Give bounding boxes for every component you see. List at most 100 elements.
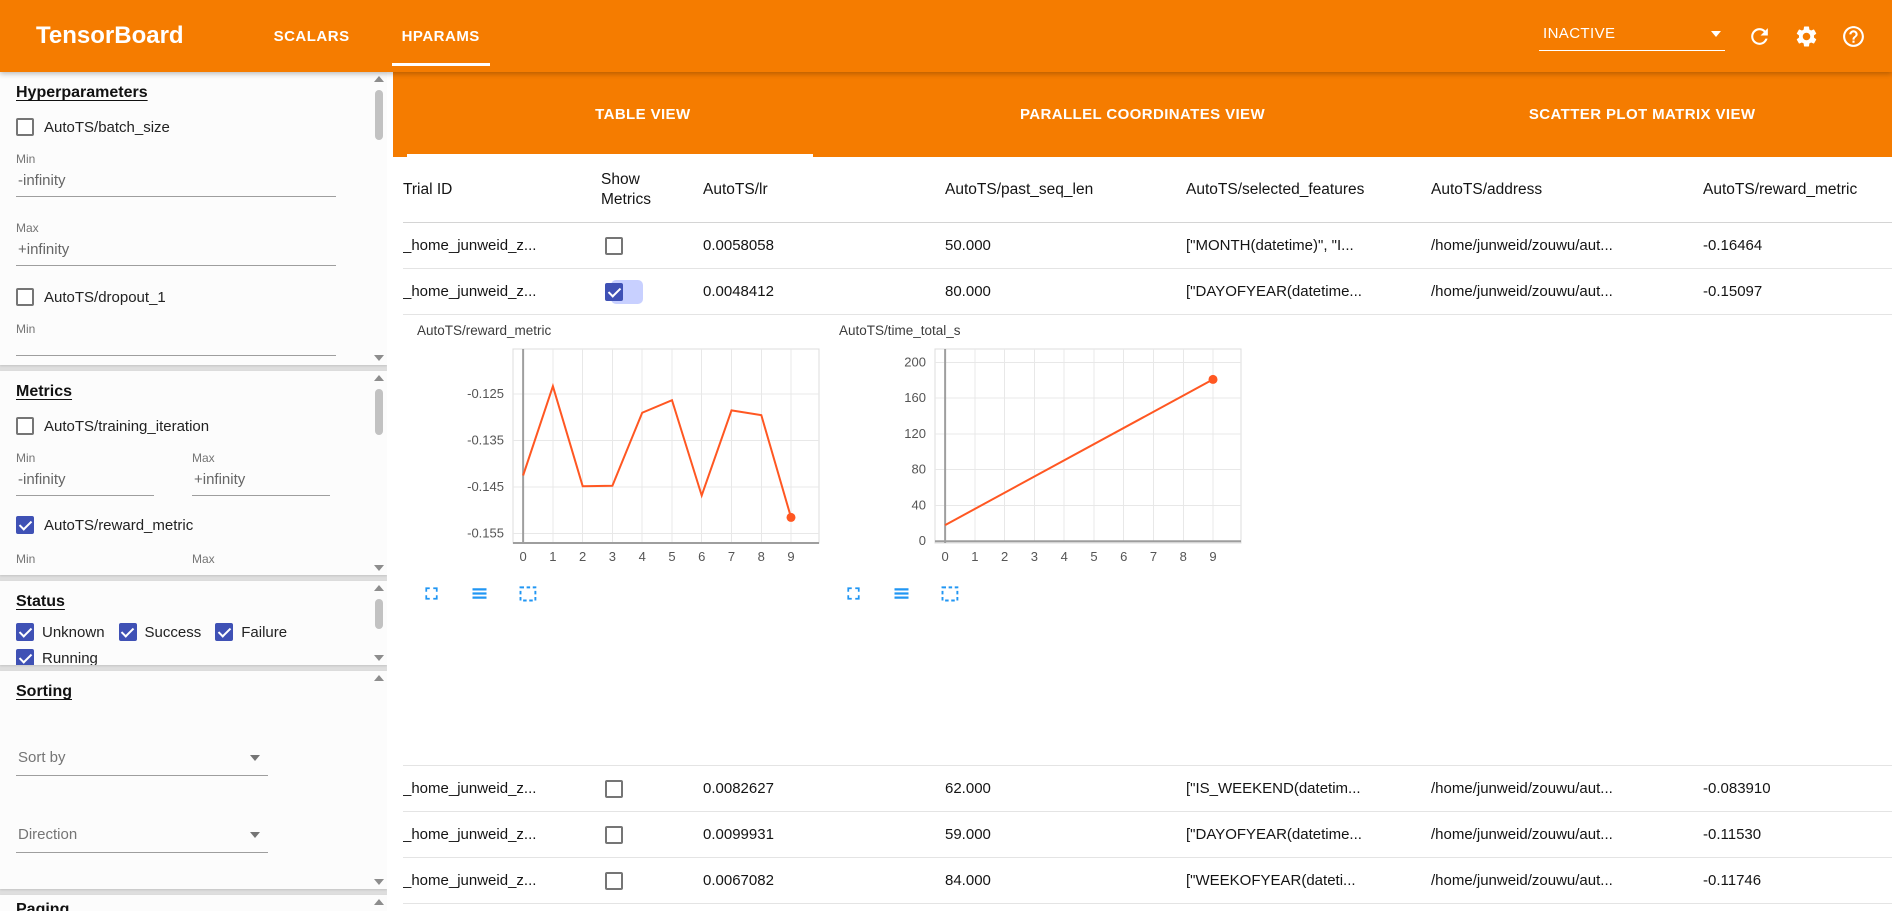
min-input[interactable]	[16, 336, 336, 356]
scrollbar[interactable]	[373, 673, 385, 887]
runs-status-selector[interactable]: INACTIVE	[1539, 21, 1725, 51]
status-heading: Status	[16, 593, 65, 610]
max-input[interactable]: +infinity	[16, 235, 336, 266]
show-metrics-checkbox[interactable]	[605, 282, 623, 301]
training-iteration-checkbox[interactable]	[16, 417, 34, 435]
col-address: AutoTS/address	[1431, 180, 1543, 198]
unknown-checkbox[interactable]	[16, 623, 34, 641]
status-item-unknown[interactable]: Unknown	[16, 623, 105, 641]
scroll-down-icon[interactable]	[374, 879, 384, 885]
col-selected-features: AutoTS/selected_features	[1186, 180, 1365, 198]
svg-text:200: 200	[904, 354, 926, 369]
svg-text:0: 0	[919, 533, 926, 548]
scroll-up-icon[interactable]	[374, 76, 384, 82]
status-item-running[interactable]: Running	[16, 649, 98, 665]
show-metrics-checkbox[interactable]	[605, 871, 623, 890]
min-input[interactable]	[16, 566, 154, 575]
tab-scatter-plot-matrix-view[interactable]: SCATTER PLOT MATRIX VIEW	[1528, 106, 1756, 123]
col-trial-id: Trial ID	[403, 180, 453, 198]
chart-data-table-button[interactable]	[469, 583, 490, 604]
scrollbar-thumb[interactable]	[375, 599, 383, 629]
trial-id-cell: _home_junweid_z...	[403, 237, 537, 254]
paging-heading: Paging	[16, 901, 70, 911]
help-button[interactable]	[1841, 24, 1866, 49]
running-checkbox[interactable]	[16, 649, 34, 665]
show-metrics-checkbox[interactable]	[605, 236, 623, 255]
time-total-line-chart[interactable]: 0 40 80 120 160 200 0 1 2 3 4 5 6 7 8 9	[839, 341, 1243, 569]
scroll-up-icon[interactable]	[374, 899, 384, 905]
gear-icon	[1796, 26, 1817, 46]
hparam-item-batch-size[interactable]: AutoTS/batch_size	[16, 116, 357, 138]
scroll-up-icon[interactable]	[374, 375, 384, 381]
failure-checkbox[interactable]	[215, 623, 234, 641]
trials-table: Trial ID Show Metrics AutoTS/lr AutoTS/p…	[403, 157, 1892, 904]
success-checkbox[interactable]	[118, 623, 137, 641]
batch-size-checkbox[interactable]	[16, 118, 34, 136]
tab-table-view[interactable]: TABLE VIEW	[393, 72, 893, 157]
scroll-down-icon[interactable]	[374, 565, 384, 571]
table-row: _home_junweid_z... 0.0067082 84.000 ["WE…	[403, 858, 1892, 904]
svg-text:6: 6	[1120, 549, 1127, 564]
reward-metric-line-chart[interactable]: -0.125 -0.135 -0.145 -0.155 0 1 2 3 4 5 6 7 8 9	[417, 341, 821, 569]
reward-metric-checkbox[interactable]	[16, 516, 34, 534]
svg-text:3: 3	[609, 549, 616, 564]
scrollbar-thumb[interactable]	[375, 389, 383, 435]
svg-text:9: 9	[787, 549, 794, 564]
dropout-1-checkbox[interactable]	[16, 288, 34, 306]
min-input[interactable]: -infinity	[16, 166, 336, 197]
max-input[interactable]	[192, 566, 330, 575]
chart-data-table-button[interactable]	[891, 583, 912, 604]
toolbar-actions: INACTIVE	[1539, 21, 1866, 51]
metrics-heading: Metrics	[16, 383, 73, 400]
zoom-box-icon	[519, 586, 537, 602]
scroll-down-icon[interactable]	[374, 355, 384, 361]
expand-chart-button[interactable]	[843, 583, 864, 604]
direction-label: Direction	[18, 826, 78, 843]
status-label: Success	[144, 623, 202, 641]
tab-parallel-coordinates-view[interactable]: PARALLEL COORDINATES VIEW	[1020, 106, 1266, 123]
expand-chart-button[interactable]	[421, 583, 442, 604]
direction-dropdown[interactable]: Direction	[16, 822, 268, 853]
col-past-seq-len: AutoTS/past_seq_len	[945, 180, 1094, 198]
svg-text:0: 0	[520, 549, 527, 564]
zoom-selection-button[interactable]	[517, 583, 538, 604]
zoom-selection-button[interactable]	[939, 583, 960, 604]
scrollbar[interactable]	[373, 373, 385, 573]
max-input[interactable]: +infinity	[192, 465, 330, 496]
scroll-up-icon[interactable]	[374, 675, 384, 681]
selected-features-cell: ["WEEKOFYEAR(dateti...	[1186, 872, 1356, 889]
min-input[interactable]: -infinity	[16, 465, 154, 496]
show-metrics-checkbox[interactable]	[605, 779, 623, 798]
scroll-down-icon[interactable]	[374, 655, 384, 661]
tab-scalars[interactable]: SCALARS	[273, 27, 350, 45]
status-item-success[interactable]: Success	[118, 623, 202, 641]
refresh-button[interactable]	[1747, 24, 1772, 49]
chevron-down-icon	[250, 754, 260, 761]
address-cell: /home/junweid/zouwu/aut...	[1431, 780, 1613, 797]
scrollbar[interactable]	[373, 897, 385, 911]
metrics-charts-row: AutoTS/reward_metric -0.125 -0.135 -0.145-…	[403, 315, 1892, 766]
svg-text:4: 4	[1061, 549, 1068, 564]
app-toolbar: TensorBoard SCALARS HPARAMS INACTIVE	[0, 0, 1892, 72]
settings-button[interactable]	[1794, 24, 1819, 49]
trial-id-cell: _home_junweid_z...	[403, 780, 537, 797]
scrollbar[interactable]	[373, 583, 385, 663]
metrics-panel: Metrics AutoTS/training_iteration Min -i…	[0, 371, 387, 575]
trial-id-cell: _home_junweid_z...	[403, 872, 537, 889]
sort-by-dropdown[interactable]: Sort by	[16, 745, 268, 776]
tab-hparams[interactable]: HPARAMS	[376, 0, 506, 72]
hparam-item-dropout-1[interactable]: AutoTS/dropout_1	[16, 286, 357, 308]
svg-text:2: 2	[1001, 549, 1008, 564]
svg-text:7: 7	[728, 549, 735, 564]
expand-icon	[847, 587, 860, 600]
scrollbar[interactable]	[373, 74, 385, 363]
status-item-failure[interactable]: Failure	[215, 623, 287, 641]
table-row: _home_junweid_z... 0.0099931 59.000 ["DA…	[403, 812, 1892, 858]
metric-item-training-iteration[interactable]: AutoTS/training_iteration	[16, 415, 357, 437]
scrollbar-thumb[interactable]	[375, 90, 383, 140]
scroll-up-icon[interactable]	[374, 585, 384, 591]
show-metrics-checkbox[interactable]	[605, 825, 623, 844]
selected-features-cell: ["MONTH(datetime)", "I...	[1186, 237, 1354, 254]
app-title: TensorBoard	[36, 22, 184, 49]
metric-item-reward-metric[interactable]: AutoTS/reward_metric	[16, 514, 357, 536]
